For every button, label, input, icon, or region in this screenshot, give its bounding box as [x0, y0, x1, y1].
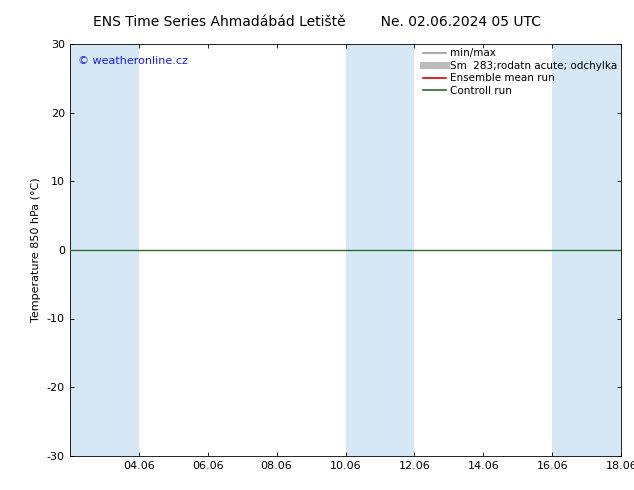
- Bar: [552, 44, 621, 456]
- Legend: min/max, Sm  283;rodatn acute; odchylka, Ensemble mean run, Controll run: min/max, Sm 283;rodatn acute; odchylka, …: [421, 46, 619, 98]
- Text: ENS Time Series Ahmadábád Letiště        Ne. 02.06.2024 05 UTC: ENS Time Series Ahmadábád Letiště Ne. 02…: [93, 15, 541, 29]
- Y-axis label: Temperature 850 hPa (°C): Temperature 850 hPa (°C): [31, 177, 41, 322]
- Bar: [346, 44, 415, 456]
- Bar: [70, 44, 139, 456]
- Text: © weatheronline.cz: © weatheronline.cz: [78, 56, 188, 67]
